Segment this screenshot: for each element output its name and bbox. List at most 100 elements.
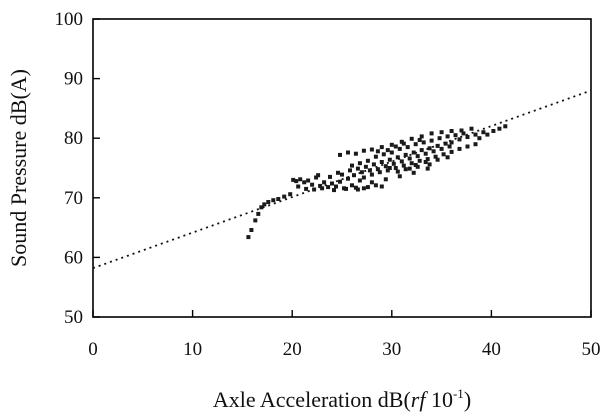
data-point [373,154,378,159]
y-tick-label: 90 [64,69,83,90]
data-point [405,145,410,150]
y-tick-label: 50 [64,307,83,328]
x-axis-ticks: 0 10 20 30 40 50 [88,310,601,360]
data-point [411,150,416,155]
data-point [306,178,311,183]
data-point [253,218,258,223]
y-tick-label: 70 [64,188,83,209]
data-point [363,164,368,169]
data-point [503,124,508,129]
data-point [288,192,293,197]
data-point [419,148,424,153]
data-point [431,149,436,154]
data-point [435,143,440,148]
data-point [383,164,388,169]
data-point [298,177,303,182]
x-axis-title-italic: rf [411,387,429,412]
data-point [377,170,382,175]
data-point [312,187,317,192]
data-point [379,184,384,189]
data-point [365,158,370,163]
data-point [415,164,420,169]
data-point [409,136,414,141]
data-point [246,235,251,240]
data-point [346,150,350,155]
data-point [304,186,309,191]
data-point [415,154,420,159]
data-point [469,126,474,131]
data-point [310,182,315,187]
data-point [276,197,281,201]
data-point [262,202,267,207]
data-point [481,130,486,135]
data-point [367,168,372,173]
data-point [391,161,396,166]
data-point [425,157,430,162]
data-point [340,172,344,177]
data-point [361,148,366,153]
data-point [485,132,490,137]
data-point [465,135,470,139]
data-point [294,179,299,184]
data-point [291,177,296,182]
data-point [387,157,392,162]
data-point [465,144,470,149]
data-point [296,184,301,189]
data-point [359,170,364,175]
data-point [383,177,388,182]
data-point [369,172,374,177]
data-point [403,167,408,172]
data-point [314,175,319,180]
data-point [435,157,440,162]
data-point [425,166,430,171]
data-point [433,154,438,159]
data-point [271,198,276,203]
data-point [338,152,342,157]
x-tick-label: 0 [88,339,98,360]
data-point [259,205,264,210]
x-axis-title-superscript: -1 [453,386,464,401]
data-point [357,178,362,183]
data-point [459,128,464,133]
data-point [320,186,325,191]
data-point [409,161,414,166]
y-tick-label: 60 [64,247,83,268]
data-point [393,166,398,170]
data-point [389,150,394,155]
x-tick-label: 50 [582,339,601,360]
data-point [445,155,450,160]
data-point [429,131,434,136]
data-point [401,163,406,168]
x-axis-title: Axle Acceleration dB(rf 10-1) [213,386,471,412]
data-point [330,181,334,186]
data-point [379,145,384,150]
data-point [256,211,261,216]
data-points [246,124,508,240]
data-point [393,144,398,149]
data-point [437,136,442,141]
data-point [395,155,400,160]
data-point [441,152,446,157]
x-tick-label: 10 [183,339,202,360]
data-point [421,140,426,145]
data-point [453,133,458,138]
data-point [379,160,384,164]
data-point [395,169,400,174]
data-point [352,173,356,178]
data-point [282,194,287,199]
data-point [389,142,394,147]
data-point [361,186,366,191]
data-point [457,137,462,142]
data-point [326,185,331,190]
data-point [423,160,428,164]
data-point [369,180,374,185]
data-point [302,180,307,185]
y-tick-label: 80 [64,128,83,149]
data-point [355,187,360,192]
data-point [381,152,386,157]
data-point [407,166,412,171]
data-point [338,179,342,184]
data-point [328,174,332,179]
data-point [449,149,454,154]
